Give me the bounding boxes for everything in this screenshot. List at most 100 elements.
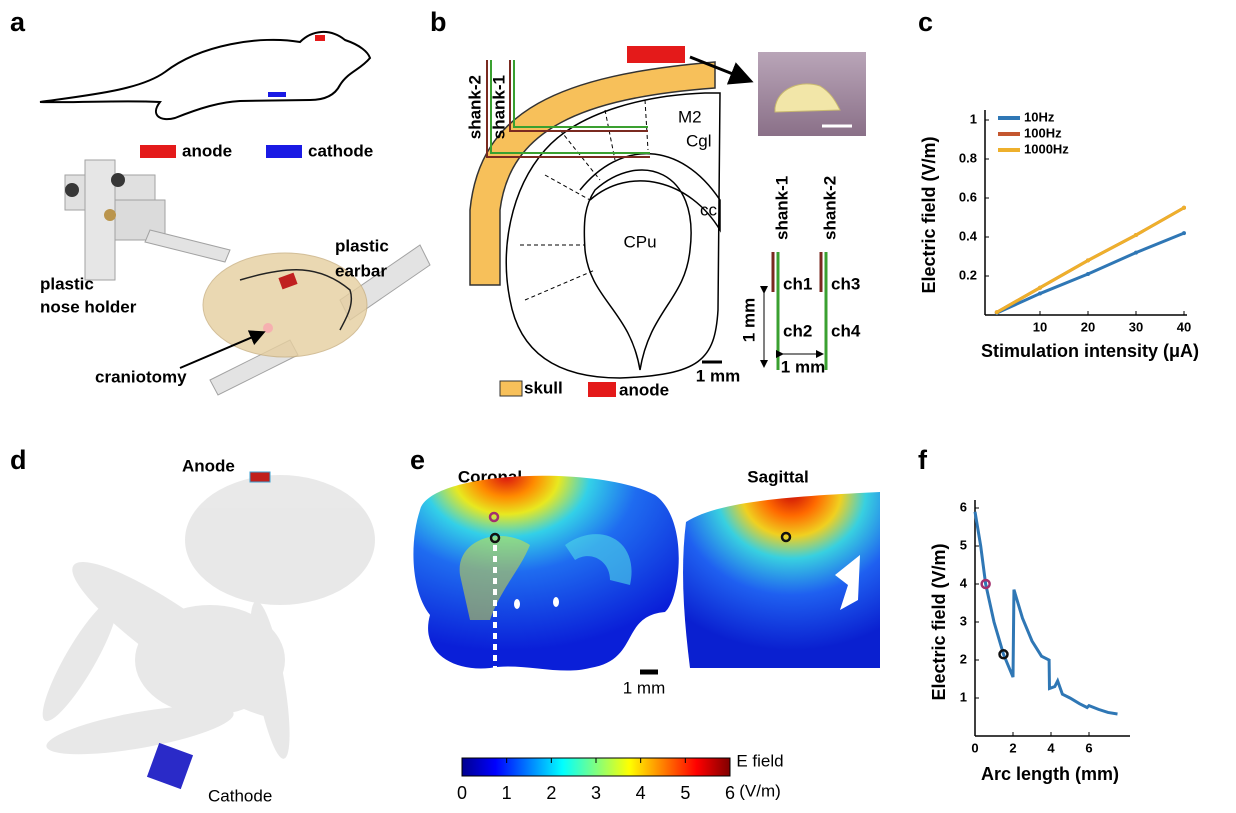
x-tick-label: 10 [1033, 319, 1047, 334]
x-axis-title: Stimulation intensity (μA) [981, 341, 1199, 361]
coronal-field [413, 476, 678, 671]
limb [32, 592, 128, 728]
panel-label: f [918, 445, 928, 475]
scale-label: 1 mm [623, 678, 666, 697]
y-axis-title: Electric field (V/m) [929, 543, 949, 700]
border [560, 130, 600, 180]
region-label: CPu [623, 232, 656, 251]
legend-label: 1000Hz [1024, 141, 1069, 156]
channel-label: ch1 [783, 274, 812, 293]
label: craniotomy [95, 367, 187, 386]
y-tick-label: 5 [960, 537, 967, 552]
channel-label: ch4 [831, 321, 861, 340]
y-axis-title: Electric field (V/m) [919, 136, 939, 293]
skull [185, 475, 375, 605]
line [975, 512, 1118, 714]
x-tick-label: 6 [1085, 740, 1092, 755]
point [1086, 272, 1090, 276]
x-tick-label: 2 [1009, 740, 1016, 755]
legend-swatch [266, 145, 302, 158]
colorbar-label: (V/m) [739, 781, 781, 800]
ventricle [514, 599, 520, 609]
label: Anode [182, 456, 235, 475]
frame-knob [111, 173, 125, 187]
y-tick-label: 3 [960, 613, 967, 628]
anode-mark [315, 35, 325, 41]
frame-knob [65, 183, 79, 197]
label: plastic [335, 236, 389, 255]
border [645, 100, 648, 150]
y-tick-label: 4 [960, 575, 968, 590]
y-tick-label: 1 [960, 689, 967, 704]
y-tick-label: 0.2 [959, 267, 977, 282]
colorbar-tick-label: 6 [725, 783, 735, 803]
line [997, 208, 1184, 313]
legend-label: cathode [308, 141, 373, 160]
label: nose holder [40, 297, 137, 316]
frame-knob [104, 209, 116, 221]
label: plastic [40, 274, 94, 293]
point [1134, 251, 1138, 255]
border [545, 175, 590, 200]
scale-label: 1 mm [696, 366, 740, 385]
cathode-mark [268, 92, 286, 97]
panel-label: e [410, 445, 425, 475]
region-label: Cgl [686, 131, 712, 150]
anode-electrode [250, 472, 270, 482]
point [1038, 292, 1042, 296]
colorbar-tick-label: 1 [502, 783, 512, 803]
legend-label: anode [182, 141, 232, 160]
x-axis-title: Arc length (mm) [981, 764, 1119, 784]
skeleton [32, 475, 375, 764]
legend-label: 100Hz [1024, 125, 1062, 140]
cathode-electrode [147, 743, 193, 789]
line [997, 233, 1184, 313]
y-tick-label: 2 [960, 651, 967, 666]
scale-label: 1 mm [739, 298, 758, 342]
panel-label: b [430, 7, 447, 37]
anode-electrode [627, 46, 685, 63]
x-tick-label: 30 [1129, 319, 1143, 334]
rat-outline [40, 32, 370, 119]
colorbar-tick-label: 4 [636, 783, 646, 803]
colorbar-tick-label: 5 [680, 783, 690, 803]
shank-label: shank-2 [820, 176, 839, 240]
ventricle [553, 597, 559, 607]
colorbar-tick-label: 3 [591, 783, 601, 803]
border [525, 270, 595, 300]
x-tick-label: 20 [1081, 319, 1095, 334]
craniotomy-site [263, 323, 273, 333]
y-tick-label: 6 [960, 499, 967, 514]
region-label: cc [700, 200, 718, 219]
colorbar-tick-label: 2 [546, 783, 556, 803]
legend-label: anode [619, 380, 669, 399]
view-title: Sagittal [747, 467, 808, 486]
x-tick-label: 0 [971, 740, 978, 755]
y-tick-label: 1 [970, 111, 977, 126]
x-tick-label: 4 [1047, 740, 1055, 755]
limb [43, 696, 236, 764]
x-tick-label: 40 [1177, 319, 1191, 334]
point [995, 310, 999, 314]
panel-label: d [10, 445, 27, 475]
panel-label: c [918, 7, 933, 37]
shank-label: shank-2 [465, 75, 484, 139]
legend-swatch [588, 382, 616, 397]
y-tick-label: 0.4 [959, 228, 978, 243]
frame-part [145, 230, 230, 262]
label: Cathode [208, 786, 272, 805]
point [1086, 258, 1090, 262]
shank-label: shank-1 [489, 75, 508, 139]
y-tick-label: 0.8 [959, 150, 977, 165]
point [1038, 286, 1042, 290]
legend-swatch [140, 145, 176, 158]
legend-label: skull [524, 378, 563, 397]
panel-label: a [10, 7, 26, 37]
figure: a b c d e f anode cathode plastic earbar… [0, 0, 1236, 813]
legend-label: 10Hz [1024, 109, 1055, 124]
y-tick-label: 0.6 [959, 189, 977, 204]
colorbar-label: E field [736, 751, 783, 770]
colorbar-tick-label: 0 [457, 783, 467, 803]
legend-swatch [500, 381, 522, 396]
region-label: M2 [678, 107, 702, 126]
